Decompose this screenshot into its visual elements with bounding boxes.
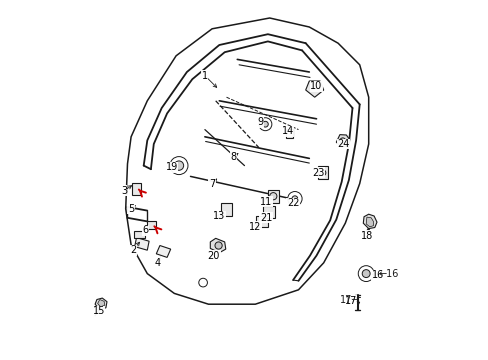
Text: 8: 8 bbox=[230, 152, 236, 162]
Text: 17: 17 bbox=[344, 296, 356, 306]
Circle shape bbox=[215, 242, 222, 249]
Circle shape bbox=[358, 266, 373, 282]
FancyBboxPatch shape bbox=[132, 183, 141, 195]
Text: 2: 2 bbox=[129, 245, 136, 255]
Circle shape bbox=[174, 161, 183, 170]
Text: 9: 9 bbox=[257, 117, 263, 127]
Text: ←16: ←16 bbox=[378, 269, 398, 279]
Polygon shape bbox=[366, 217, 373, 227]
Circle shape bbox=[199, 278, 207, 287]
Circle shape bbox=[339, 138, 345, 144]
Text: 6: 6 bbox=[142, 225, 148, 235]
Text: 23: 23 bbox=[311, 168, 324, 178]
Text: 24: 24 bbox=[337, 139, 349, 149]
Circle shape bbox=[291, 196, 297, 202]
FancyBboxPatch shape bbox=[263, 206, 274, 218]
FancyBboxPatch shape bbox=[221, 203, 231, 216]
FancyBboxPatch shape bbox=[147, 221, 156, 229]
Text: 17→: 17→ bbox=[340, 294, 360, 305]
Polygon shape bbox=[95, 298, 107, 310]
Polygon shape bbox=[156, 246, 170, 257]
FancyBboxPatch shape bbox=[318, 166, 327, 179]
Polygon shape bbox=[336, 135, 349, 147]
Text: 16: 16 bbox=[371, 270, 383, 280]
Text: 12: 12 bbox=[248, 222, 261, 232]
Circle shape bbox=[320, 170, 325, 176]
Circle shape bbox=[362, 270, 369, 278]
Text: 5: 5 bbox=[128, 204, 134, 214]
Text: 20: 20 bbox=[207, 251, 220, 261]
Text: 3: 3 bbox=[121, 186, 127, 196]
Text: 22: 22 bbox=[286, 198, 299, 208]
FancyBboxPatch shape bbox=[267, 189, 279, 203]
Text: 1: 1 bbox=[202, 71, 207, 81]
Circle shape bbox=[170, 157, 187, 175]
Circle shape bbox=[262, 121, 268, 127]
Circle shape bbox=[258, 118, 271, 131]
Text: 10: 10 bbox=[310, 81, 322, 91]
Text: 21: 21 bbox=[260, 213, 272, 223]
FancyBboxPatch shape bbox=[256, 216, 267, 227]
Polygon shape bbox=[305, 81, 323, 97]
Text: 14: 14 bbox=[281, 126, 293, 136]
Polygon shape bbox=[98, 300, 104, 307]
Text: 4: 4 bbox=[155, 258, 161, 268]
Text: 19: 19 bbox=[165, 162, 178, 172]
FancyBboxPatch shape bbox=[133, 231, 145, 238]
Circle shape bbox=[287, 192, 302, 206]
Circle shape bbox=[269, 193, 276, 200]
Text: 18: 18 bbox=[360, 231, 372, 241]
Polygon shape bbox=[134, 238, 149, 250]
Text: 11: 11 bbox=[260, 197, 272, 207]
Polygon shape bbox=[210, 238, 225, 253]
Text: 7: 7 bbox=[208, 179, 215, 189]
Text: 13: 13 bbox=[213, 211, 225, 221]
Text: 15: 15 bbox=[92, 306, 104, 316]
Polygon shape bbox=[363, 214, 376, 229]
FancyBboxPatch shape bbox=[285, 129, 293, 138]
